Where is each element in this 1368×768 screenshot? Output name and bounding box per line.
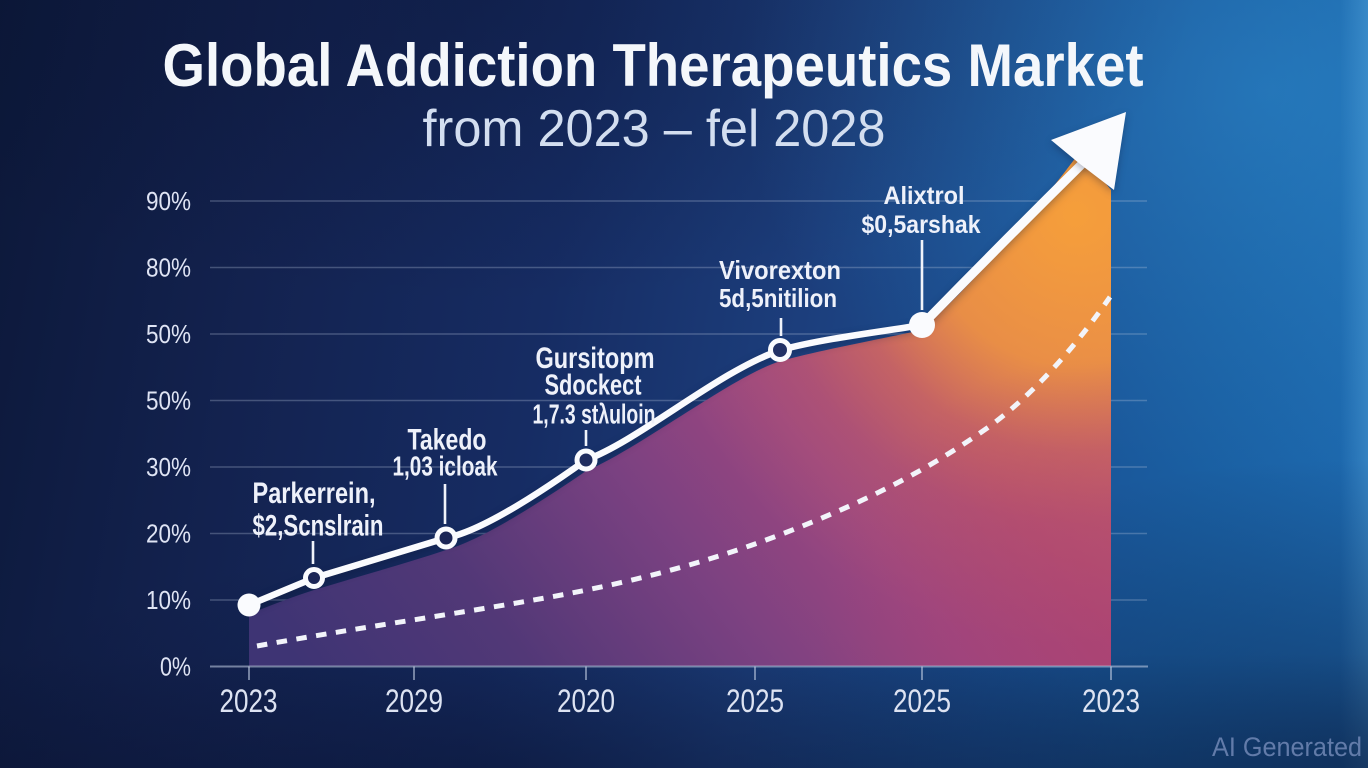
svg-text:50%: 50% [146,386,191,416]
svg-text:5d,5nitilion: 5d,5nitilion [719,283,837,313]
svg-text:Sdockect: Sdockect [545,370,642,402]
svg-text:0%: 0% [160,652,191,682]
svg-text:Parkerrein,: Parkerrein, [253,477,376,510]
svg-text:AI Generated: AI Generated [1212,732,1362,762]
svg-text:$2,Scnslrain: $2,Scnslrain [253,510,384,543]
svg-text:Gursitopm: Gursitopm [536,342,655,375]
svg-text:1,7.3 stλuloin: 1,7.3 stλuloin [533,399,656,430]
svg-text:10%: 10% [146,585,191,615]
svg-text:30%: 30% [146,452,191,482]
svg-text:Alixtrol: Alixtrol [884,182,965,210]
svg-text:80%: 80% [146,253,191,283]
svg-text:2025: 2025 [726,683,784,719]
svg-text:from 2023 – fel 2028: from 2023 – fel 2028 [423,100,886,158]
svg-text:2029: 2029 [385,683,443,719]
svg-text:Vivorexton: Vivorexton [719,255,841,285]
svg-text:2020: 2020 [557,683,615,719]
svg-text:2025: 2025 [893,683,951,719]
svg-text:1,03 icloak: 1,03 icloak [393,451,498,482]
svg-text:90%: 90% [146,186,191,216]
svg-text:50%: 50% [146,319,191,349]
svg-text:2023: 2023 [220,683,278,719]
svg-text:Takedo: Takedo [408,424,487,457]
svg-text:$0,5arshak: $0,5arshak [862,211,981,239]
svg-text:2023: 2023 [1082,683,1140,719]
svg-text:Global Addiction Therapeutics: Global Addiction Therapeutics Market [163,32,1144,99]
svg-text:20%: 20% [146,519,191,549]
